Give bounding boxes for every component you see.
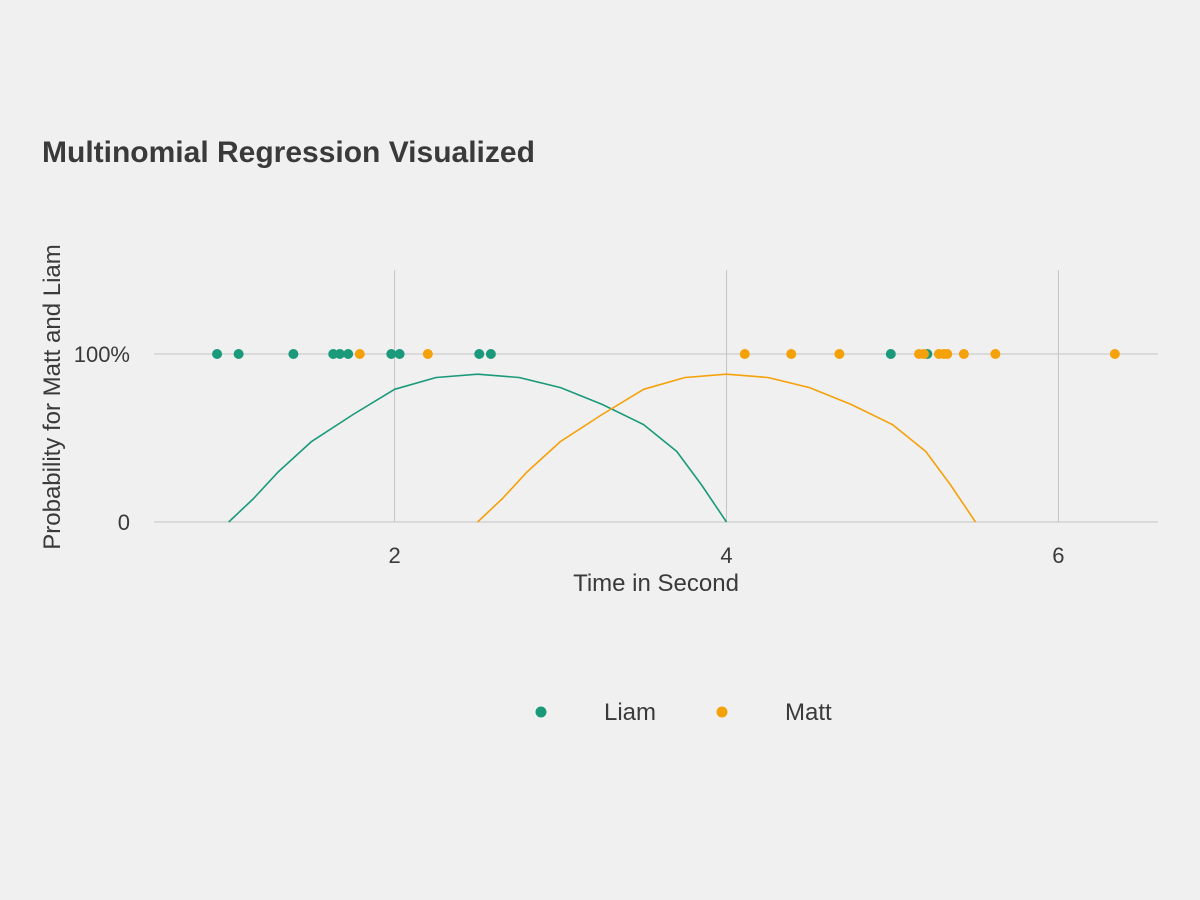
point-matt [942,349,953,359]
legend-label-matt: Matt [785,699,832,726]
grid-layer [154,270,1158,523]
legend-label-liam: Liam [604,699,656,726]
point-matt [834,349,845,359]
curve-layer [228,373,977,523]
point-matt [990,349,1001,359]
point-layer [212,349,1120,359]
point-liam [474,349,485,359]
y-tick-label: 0 [118,510,130,535]
chart-title: Multinomial Regression Visualized [42,136,535,169]
x-tick-label: 4 [720,543,732,568]
point-liam [288,349,299,359]
point-liam [233,349,244,359]
legend-marker-liam [535,706,547,718]
point-liam [386,349,397,359]
point-liam [343,349,354,359]
y-tick-label: 100% [74,342,130,367]
tick-layer: 2 4 6 0 100% [74,342,1065,568]
curve-liam [228,373,728,523]
point-matt [786,349,797,359]
point-matt [958,349,969,359]
point-matt [354,349,365,359]
point-matt [422,349,433,359]
point-matt [919,349,930,359]
x-tick-label: 2 [389,543,401,568]
point-liam [334,349,345,359]
point-liam [885,349,896,359]
x-tick-label: 6 [1052,543,1064,568]
curve-matt [477,373,977,523]
point-liam [485,349,496,359]
point-liam [212,349,223,359]
point-liam [394,349,405,359]
point-matt [1109,349,1120,359]
legend: Liam Matt [535,699,832,726]
y-axis-label: Probability for Matt and Liam [39,244,66,549]
point-matt [739,349,750,359]
legend-marker-matt [716,706,728,718]
x-axis-label: Time in Second [573,570,739,597]
